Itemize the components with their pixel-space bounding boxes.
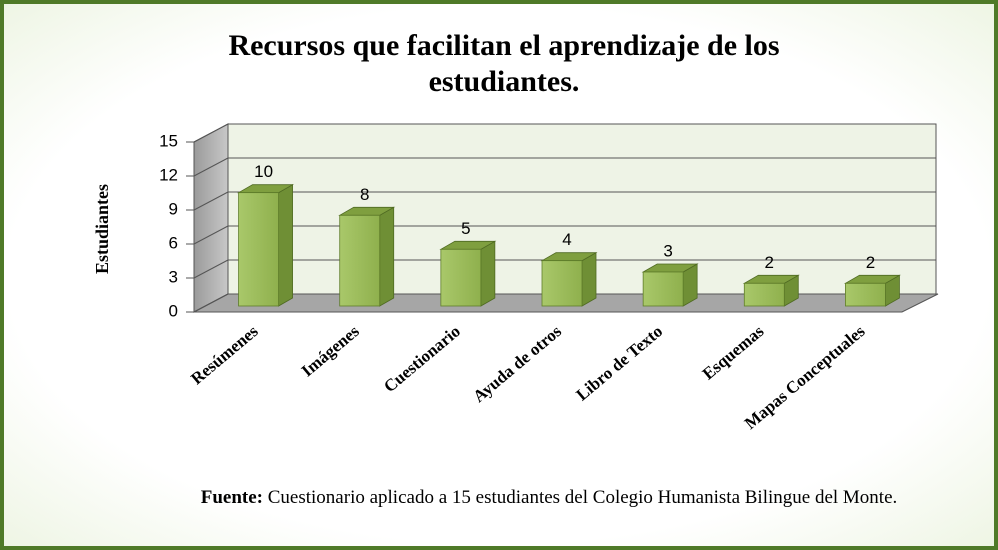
bar-front — [743, 282, 785, 307]
value-label: 5 — [461, 219, 470, 238]
grid-line — [193, 191, 229, 211]
value-label: 8 — [360, 185, 369, 204]
y-tick-label: 12 — [159, 165, 178, 184]
grid-line — [193, 225, 229, 245]
bar-front — [642, 271, 684, 307]
bar-front — [845, 282, 886, 307]
bar-side — [480, 240, 496, 307]
bar-side — [379, 206, 395, 307]
bar-front — [339, 214, 381, 307]
grid-line — [193, 293, 229, 313]
bar — [237, 183, 295, 307]
bar-side — [278, 183, 293, 307]
y-tick-label: 3 — [169, 267, 178, 286]
bar-front — [238, 192, 279, 307]
bar — [742, 274, 800, 307]
source-label: Fuente: — [200, 487, 263, 508]
value-label: 3 — [663, 241, 672, 260]
bar — [540, 251, 598, 307]
value-label: 4 — [562, 230, 571, 249]
bar-side — [581, 251, 597, 307]
value-label: 2 — [765, 253, 774, 272]
y-tick-label: 15 — [159, 131, 178, 150]
y-axis-label: Estudiantes — [92, 184, 112, 274]
chart: Estudiantes 0 3 6 9 12 15 Resúmenes 10 Imágenes 8… — [92, 123, 939, 433]
source-text: Cuestionario aplicado a 15 estudiantes d… — [267, 487, 898, 508]
x-tick-label: Esquemas — [699, 321, 768, 383]
x-tick-label: Cuestionario — [380, 322, 464, 397]
bar — [843, 274, 901, 307]
bar — [338, 206, 396, 307]
x-tick-label: Resúmenes — [187, 321, 262, 388]
bar — [641, 263, 699, 307]
grid-line — [193, 123, 229, 143]
source-note: Fuente: Cuestionario aplicado a 15 estud… — [154, 486, 944, 510]
y-tick-label: 0 — [169, 301, 178, 320]
chart-title: Recursos que facilitan el aprendizaje de… — [228, 29, 780, 98]
bar — [439, 240, 497, 307]
value-label: 10 — [254, 162, 273, 181]
grid-line — [193, 259, 229, 279]
x-tick-label: Ayuda de otros — [469, 321, 565, 406]
bar-front — [541, 260, 583, 307]
x-tick-label: Imágenes — [298, 321, 363, 380]
x-tick-label: Libro de Texto — [572, 322, 666, 405]
bar-front — [440, 248, 482, 307]
y-tick-label: 6 — [169, 233, 178, 252]
grid-line — [193, 157, 229, 177]
value-label: 2 — [866, 253, 875, 272]
y-tick-label: 9 — [169, 199, 178, 218]
side-wall — [193, 123, 229, 313]
